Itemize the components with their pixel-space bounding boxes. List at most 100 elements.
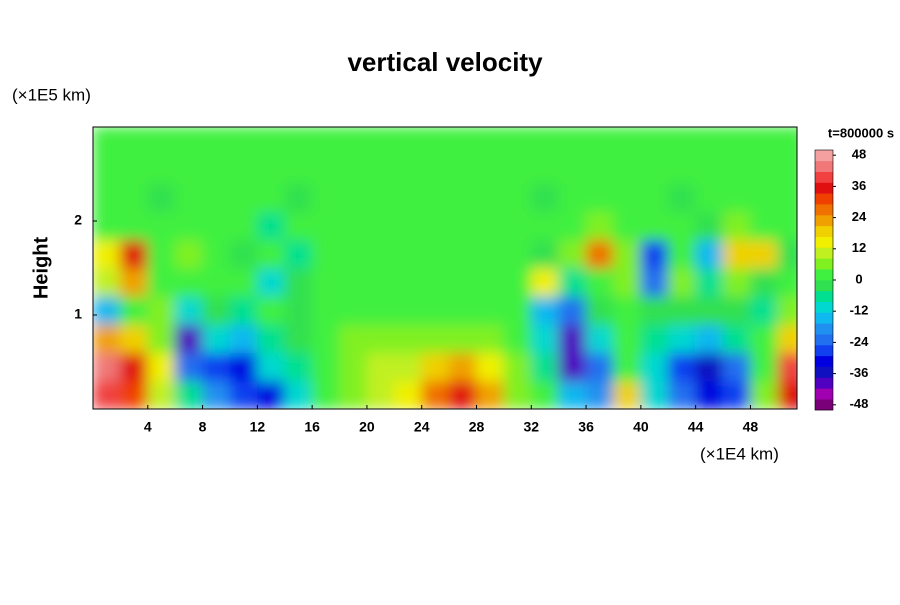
cell	[585, 380, 614, 409]
cell	[119, 127, 149, 156]
cell	[366, 352, 395, 382]
cell	[119, 239, 149, 269]
colorbar: -48 -36 -24 -12 0 12 24 36 48	[814, 147, 869, 411]
cell	[585, 154, 614, 184]
cell	[119, 295, 149, 325]
cell	[530, 211, 560, 241]
cell	[229, 182, 258, 213]
cell	[749, 323, 779, 354]
cell	[256, 323, 286, 354]
colorbar-swatch	[815, 388, 833, 400]
cell	[448, 154, 478, 184]
cell	[147, 211, 176, 241]
y-unit: (×1E5 km)	[12, 85, 91, 104]
cell	[667, 239, 697, 269]
cell	[640, 182, 669, 213]
cell	[640, 380, 669, 409]
colorbar-swatch	[815, 355, 833, 367]
cell	[558, 211, 587, 241]
cell	[640, 154, 669, 184]
y-tick-label: 1	[74, 306, 82, 322]
cell	[722, 352, 751, 382]
cell	[722, 211, 751, 241]
cell	[393, 295, 423, 325]
cell	[448, 127, 478, 156]
cell	[366, 323, 395, 354]
cell	[174, 211, 204, 241]
cell	[640, 239, 669, 269]
cell	[93, 154, 121, 184]
cell	[256, 295, 286, 325]
cell	[530, 267, 560, 297]
x-tick-label: 4	[144, 419, 152, 435]
cell	[612, 239, 642, 269]
cell	[393, 323, 423, 354]
cell	[366, 127, 395, 156]
plot-area	[93, 127, 797, 409]
cell	[448, 239, 478, 269]
cell	[311, 352, 341, 382]
x-tick-label: 12	[250, 419, 266, 435]
cell	[174, 352, 204, 382]
cell	[722, 267, 751, 297]
cell	[503, 154, 532, 184]
cell	[174, 127, 204, 156]
cell	[202, 267, 231, 297]
colorbar-swatch	[815, 312, 833, 324]
cell	[119, 211, 149, 241]
x-tick-label: 44	[688, 419, 704, 435]
cell	[722, 295, 751, 325]
x-tick-label: 32	[523, 419, 539, 435]
cell	[147, 182, 176, 213]
cell	[448, 380, 478, 409]
cell	[503, 380, 532, 409]
cell	[393, 380, 423, 409]
cell	[558, 239, 587, 269]
cell	[93, 182, 121, 213]
cell	[284, 239, 313, 269]
cell	[749, 380, 779, 409]
cell	[722, 323, 751, 354]
cell	[749, 267, 779, 297]
cell	[777, 127, 797, 156]
cell	[695, 295, 724, 325]
cell	[695, 154, 724, 184]
cell	[174, 154, 204, 184]
x-tick-label: 20	[359, 419, 375, 435]
cell	[339, 127, 368, 156]
cell	[229, 352, 258, 382]
time-label: t=800000 s	[828, 125, 894, 140]
cell	[421, 323, 450, 354]
cell	[366, 239, 395, 269]
cell	[558, 182, 587, 213]
cell	[667, 127, 697, 156]
y-axis-label: Height	[30, 237, 52, 300]
cell	[202, 380, 231, 409]
cell	[202, 352, 231, 382]
colorbar-swatch	[815, 269, 833, 281]
cell	[503, 267, 532, 297]
cell	[667, 323, 697, 354]
cell	[695, 239, 724, 269]
cell	[421, 352, 450, 382]
cell	[366, 154, 395, 184]
cell	[119, 380, 149, 409]
colorbar-swatch	[815, 334, 833, 346]
cell	[448, 323, 478, 354]
cell	[476, 154, 505, 184]
cell	[393, 127, 423, 156]
cell	[339, 323, 368, 354]
cell	[421, 239, 450, 269]
cell	[612, 211, 642, 241]
cell	[202, 295, 231, 325]
cell	[174, 295, 204, 325]
cell	[119, 154, 149, 184]
cell	[256, 239, 286, 269]
cell	[777, 323, 797, 354]
cell	[311, 154, 341, 184]
colorbar-swatch	[815, 258, 833, 270]
cell	[749, 211, 779, 241]
cell	[612, 380, 642, 409]
cell	[393, 182, 423, 213]
cell	[393, 211, 423, 241]
